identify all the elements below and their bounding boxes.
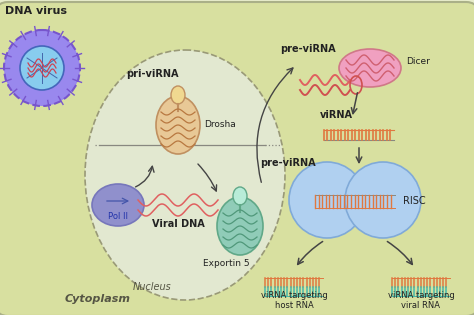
Text: viRNA targeting
host RNA: viRNA targeting host RNA bbox=[261, 291, 328, 310]
Ellipse shape bbox=[171, 86, 185, 104]
Text: pre-viRNA: pre-viRNA bbox=[280, 44, 336, 54]
Ellipse shape bbox=[339, 49, 401, 87]
Circle shape bbox=[4, 30, 80, 106]
Ellipse shape bbox=[233, 187, 247, 205]
Ellipse shape bbox=[85, 50, 285, 300]
Text: Dicer: Dicer bbox=[406, 57, 430, 66]
Text: viRNA: viRNA bbox=[320, 110, 353, 120]
Text: pre-viRNA: pre-viRNA bbox=[260, 158, 316, 168]
Text: RISC: RISC bbox=[403, 196, 426, 206]
Text: viRNA targeting
viral RNA: viRNA targeting viral RNA bbox=[388, 291, 455, 310]
Ellipse shape bbox=[92, 184, 144, 226]
Text: Exportin 5: Exportin 5 bbox=[203, 259, 249, 268]
Text: Pol II: Pol II bbox=[108, 212, 128, 221]
Text: DNA virus: DNA virus bbox=[5, 6, 67, 16]
Circle shape bbox=[345, 162, 421, 238]
Circle shape bbox=[20, 46, 64, 90]
Text: Drosha: Drosha bbox=[204, 120, 236, 129]
Circle shape bbox=[289, 162, 365, 238]
Ellipse shape bbox=[156, 96, 200, 154]
Text: pri-viRNA: pri-viRNA bbox=[126, 69, 179, 79]
Ellipse shape bbox=[217, 197, 263, 255]
Text: Cytoplasm: Cytoplasm bbox=[65, 294, 131, 304]
Text: Viral DNA: Viral DNA bbox=[152, 219, 204, 229]
Text: Nucleus: Nucleus bbox=[133, 282, 172, 292]
